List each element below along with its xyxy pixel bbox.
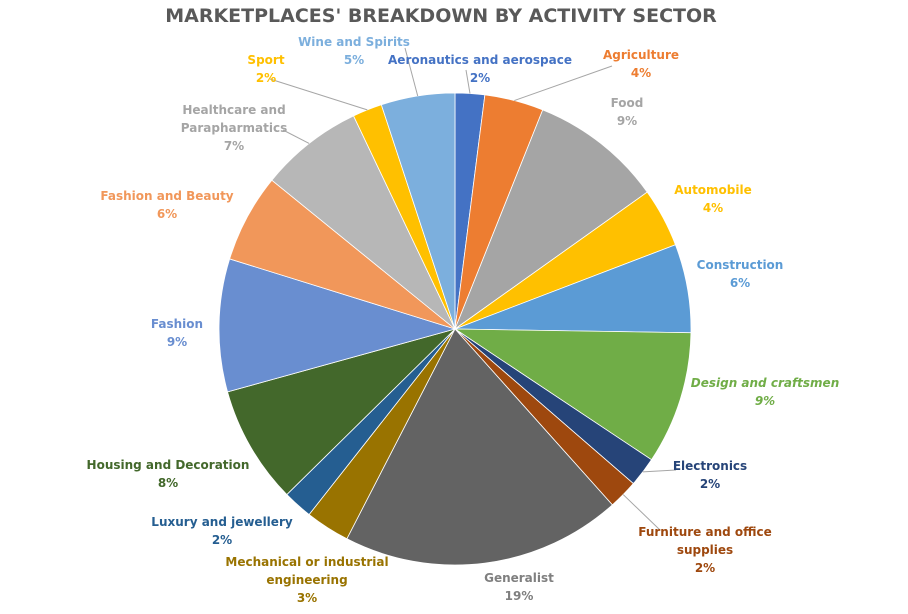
leader-line [622, 494, 661, 531]
data-label-name: engineering [266, 573, 347, 587]
leader-line [465, 69, 471, 94]
data-label-name: Parapharmatics [181, 121, 287, 135]
pie-slice-fashion [218, 258, 457, 393]
data-label-value: 3% [297, 591, 317, 605]
data-label-name: Furniture and office [638, 525, 772, 539]
data-label-name: Mechanical or industrial [225, 555, 388, 569]
data-label-value: 4% [703, 201, 723, 215]
data-label-name: Wine and Spirits [298, 35, 410, 49]
data-label-name: supplies [677, 543, 733, 557]
data-label-value: 2% [470, 71, 490, 85]
leader-line [282, 129, 310, 144]
data-label-name: Agriculture [603, 48, 679, 62]
pie-slice-healthcare-and-parapharmatics [271, 115, 456, 330]
pie-slice-design-and-craftsmen [453, 328, 692, 461]
leader-line [404, 47, 419, 97]
data-label-value: 19% [505, 589, 534, 603]
pie-slice-housing-and-decoration [227, 328, 457, 496]
data-label-name: Healthcare and [182, 103, 285, 117]
data-label-name: Electronics [673, 459, 747, 473]
data-label-value: 6% [157, 207, 177, 221]
leader-line [269, 78, 368, 111]
data-label-value: 5% [344, 53, 364, 67]
data-label-name: Aeronautics and aerospace [388, 53, 572, 67]
data-label-value: 8% [158, 476, 178, 490]
data-label-value: 2% [256, 71, 276, 85]
data-label-name: Generalist [484, 571, 554, 585]
leader-line [514, 65, 613, 102]
data-label-value: 9% [617, 114, 637, 128]
data-label-value: 2% [695, 561, 715, 575]
data-label-name: Housing and Decoration [87, 458, 250, 472]
data-label-name: Fashion and Beauty [100, 189, 233, 203]
data-label-value: 9% [167, 335, 187, 349]
data-label-value: 6% [730, 276, 750, 290]
pie-slice-food [454, 109, 648, 331]
chart-title: MARKETPLACES' BREAKDOWN BY ACTIVITY SECT… [165, 5, 717, 27]
leader-line [642, 469, 677, 473]
data-label-value: 2% [700, 477, 720, 491]
data-label-value: 4% [631, 66, 651, 80]
data-label-name: Fashion [151, 317, 203, 331]
data-label-name: Luxury and jewellery [151, 515, 293, 529]
data-label-name: Automobile [674, 183, 752, 197]
data-label-value: 2% [212, 533, 232, 547]
pie-slice-generalist [346, 328, 613, 566]
data-label-name: Design and craftsmen [691, 376, 840, 390]
data-label-name: Construction [697, 258, 784, 272]
data-label-name: Food [611, 96, 644, 110]
data-label-name: Sport [247, 53, 284, 67]
data-label-value: 9% [755, 394, 775, 408]
data-label-value: 7% [224, 139, 244, 153]
